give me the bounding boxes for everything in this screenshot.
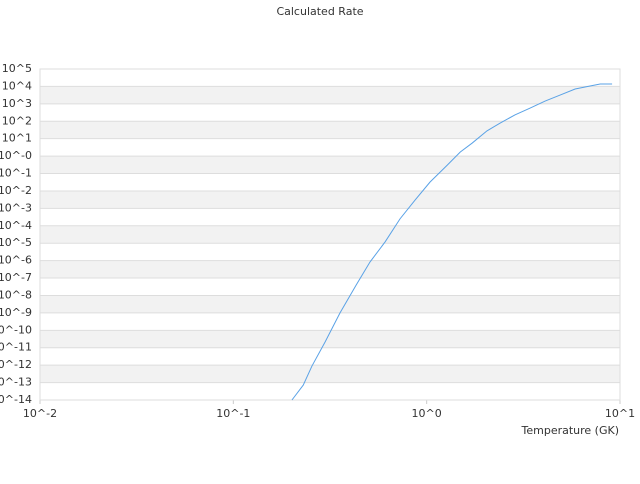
x-axis-label: Temperature (GK)	[521, 424, 620, 437]
x-tick-label: 10^1	[605, 407, 635, 420]
y-tick-label: 10^-14	[0, 393, 32, 406]
y-tick-label: 10^-12	[0, 358, 32, 371]
x-tick-label: 10^0	[412, 407, 442, 420]
chart-title: Calculated Rate	[276, 5, 363, 18]
y-tick-label: 10^-3	[0, 201, 32, 214]
y-tick-label: 10^-10	[0, 323, 32, 336]
y-tick-label: 10^4	[2, 79, 32, 92]
data-line	[291, 83, 613, 401]
y-tick-label: 10^-9	[0, 306, 32, 319]
grid-band	[40, 295, 620, 313]
y-tick-label: 10^3	[2, 97, 32, 110]
y-tick-label: 10^-6	[0, 254, 32, 267]
y-tick-label: 10^-7	[0, 271, 32, 284]
x-tick-label: 10^-1	[216, 407, 250, 420]
y-tick-label: 10^1	[2, 132, 32, 145]
y-tick-label: 10^-11	[0, 341, 32, 354]
grid-band	[40, 86, 620, 104]
y-tick-label: 10^-8	[0, 288, 32, 301]
grid-band	[40, 330, 620, 348]
grid-band	[40, 365, 620, 383]
grid-band	[40, 190, 620, 209]
y-tick-label: 10^-5	[0, 236, 32, 249]
y-tick-label: 10^-1	[0, 167, 32, 180]
y-tick-label: 10^-4	[0, 219, 32, 232]
y-tick-label: 10^-13	[0, 376, 32, 389]
grid-band	[40, 156, 620, 174]
x-tick-label: 10^-2	[23, 407, 57, 420]
y-tick-label: 10^5	[2, 62, 32, 75]
plot-border	[39, 68, 621, 401]
grid-band	[40, 225, 620, 244]
y-tick-label: 10^-0	[0, 149, 32, 162]
grid-band	[40, 260, 620, 279]
grid-band	[40, 121, 620, 139]
y-tick-label: 10^2	[2, 114, 32, 127]
y-tick-label: 10^-2	[0, 184, 32, 197]
